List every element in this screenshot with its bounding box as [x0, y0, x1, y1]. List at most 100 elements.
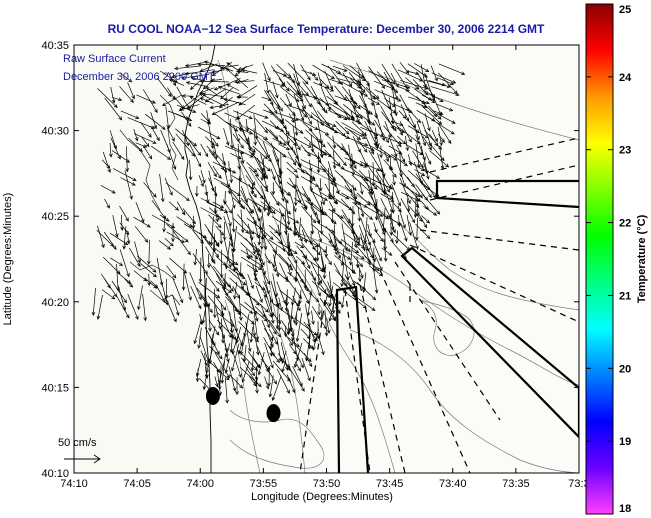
current-vector: [421, 121, 432, 148]
current-vector: [293, 73, 303, 99]
current-vector: [277, 103, 285, 123]
current-vector: [91, 287, 96, 317]
current-vector: [324, 309, 329, 337]
colorbar-tick-label: 22: [619, 218, 631, 230]
current-vector: [238, 294, 243, 322]
current-vector: [279, 97, 296, 117]
current-vector: [240, 197, 255, 214]
current-vector: [436, 113, 456, 124]
current-vector: [100, 185, 116, 194]
current-vector: [287, 215, 300, 224]
current-vector: [425, 152, 432, 165]
current-vector: [360, 233, 366, 252]
current-vector: [301, 250, 311, 270]
current-vector: [198, 282, 221, 299]
current-vector: [272, 288, 280, 308]
current-vector: [192, 253, 208, 275]
current-vector: [205, 246, 216, 265]
current-vector: [224, 239, 232, 269]
current-vector: [335, 72, 361, 83]
current-vector: [171, 222, 175, 243]
current-vector: [257, 190, 276, 215]
current-vector: [293, 138, 301, 151]
x-tick-label: 74:05: [123, 478, 151, 490]
current-vector: [231, 334, 239, 355]
current-vector: [310, 294, 320, 303]
current-vector: [168, 201, 179, 211]
current-vector: [126, 230, 131, 245]
current-vector: [324, 86, 338, 106]
current-vector: [381, 224, 394, 243]
current-vector: [238, 134, 256, 153]
current-vector: [233, 281, 238, 300]
current-vector: [405, 77, 420, 90]
wedge-lower: [335, 285, 370, 473]
current-vector: [325, 213, 337, 225]
current-vector: [322, 264, 327, 280]
current-vector: [328, 78, 342, 84]
current-vector: [208, 304, 212, 332]
current-vector: [237, 143, 242, 170]
current-vector: [334, 197, 353, 211]
current-vector: [341, 239, 360, 254]
current-vector: [214, 208, 219, 223]
current-vector: [349, 65, 365, 79]
current-vector: [336, 191, 350, 200]
current-vector: [110, 257, 124, 266]
current-vector: [238, 262, 243, 277]
current-vector: [219, 229, 224, 245]
current-vector: [414, 169, 426, 177]
scale-label: 50 cm/s: [58, 437, 97, 449]
current-vector: [431, 130, 438, 143]
current-vector: [424, 113, 431, 132]
current-vector: [422, 136, 432, 151]
current-vector: [319, 309, 324, 321]
current-vector: [224, 264, 246, 280]
current-vector: [350, 94, 357, 109]
current-vector: [261, 120, 285, 132]
current-vector: [166, 223, 189, 243]
current-vector: [158, 240, 172, 250]
current-vector: [272, 70, 288, 77]
current-vector: [396, 125, 422, 145]
current-vector: [295, 312, 303, 343]
current-vector: [383, 150, 389, 163]
current-vector: [428, 105, 442, 120]
current-vector: [275, 305, 280, 330]
current-vector: [312, 64, 336, 80]
current-vector: [286, 322, 291, 336]
current-vector: [328, 285, 334, 307]
current-vector: [240, 357, 256, 377]
current-vector: [271, 375, 282, 402]
current-vector: [367, 109, 372, 126]
current-vector: [229, 168, 234, 184]
current-vector: [300, 64, 311, 81]
current-vector: [423, 206, 438, 216]
current-vector: [297, 118, 319, 130]
current-vector: [110, 86, 116, 104]
current-vector: [331, 302, 336, 315]
current-vector: [245, 126, 269, 140]
current-vector: [161, 94, 183, 106]
current-vector: [237, 64, 254, 71]
current-vector: [333, 233, 342, 260]
current-vector: [289, 344, 297, 355]
current-vector: [271, 182, 276, 196]
current-vector: [250, 351, 255, 372]
current-vector: [165, 182, 190, 202]
current-vector: [200, 170, 206, 184]
current-vector: [248, 166, 260, 177]
current-vector: [245, 175, 264, 200]
current-vector: [269, 129, 279, 140]
wedge-upper: [435, 179, 579, 209]
current-vector: [409, 221, 419, 250]
current-vector: [309, 71, 319, 81]
current-vector: [352, 201, 374, 221]
current-vector: [324, 121, 337, 127]
current-vector: [157, 77, 172, 98]
current-vector: [188, 142, 202, 168]
current-vector: [217, 365, 222, 391]
current-vector: [159, 173, 165, 203]
current-vector: [326, 318, 331, 334]
current-vector: [164, 295, 177, 323]
